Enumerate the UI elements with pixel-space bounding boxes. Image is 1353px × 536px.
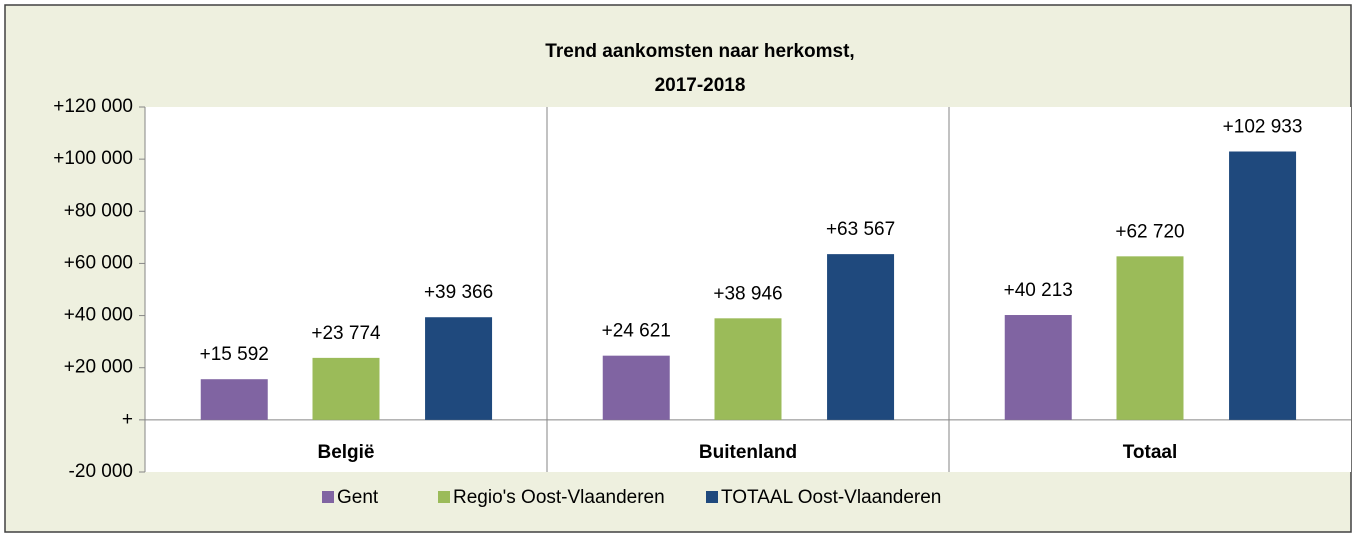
data-label: +24 621	[602, 321, 671, 342]
bar	[1004, 315, 1072, 420]
y-tick-label: +20 000	[64, 357, 133, 378]
bar	[1229, 151, 1297, 420]
data-label: +38 946	[713, 283, 782, 304]
y-tick-label: +60 000	[64, 252, 133, 273]
bar	[827, 254, 895, 420]
y-tick-label: +120 000	[53, 96, 133, 117]
data-label: +102 933	[1223, 117, 1303, 138]
legend-label: TOTAAL Oost-Vlaanderen	[721, 487, 941, 508]
data-label: +40 213	[1004, 280, 1073, 301]
y-tick-label: +40 000	[64, 305, 133, 326]
legend-swatch	[438, 491, 450, 503]
y-tick-label: +80 000	[64, 200, 133, 221]
data-label: +63 567	[826, 219, 895, 240]
legend-label: Gent	[337, 487, 379, 508]
chart-subtitle: 2017-2018	[655, 75, 746, 96]
bar	[602, 355, 670, 420]
y-tick-label: +100 000	[53, 148, 133, 169]
data-label: +62 720	[1115, 221, 1184, 242]
bar	[1116, 256, 1184, 420]
x-tick-label: Buitenland	[699, 442, 797, 463]
bar	[312, 357, 380, 420]
data-label: +23 774	[311, 323, 381, 344]
legend-label: Regio's Oost-Vlaanderen	[453, 487, 665, 508]
x-tick-label: België	[317, 442, 374, 463]
x-tick-label: Totaal	[1123, 442, 1178, 463]
bar	[714, 318, 782, 420]
legend-swatch	[322, 491, 334, 503]
legend-swatch	[706, 491, 718, 503]
y-tick-label: +	[122, 409, 133, 430]
data-label: +39 366	[424, 282, 493, 303]
data-label: +15 592	[200, 344, 269, 365]
bar	[425, 317, 493, 420]
bar	[200, 379, 268, 420]
y-tick-label: -20 000	[69, 461, 133, 482]
chart-title: Trend aankomsten naar herkomst,	[545, 41, 854, 62]
